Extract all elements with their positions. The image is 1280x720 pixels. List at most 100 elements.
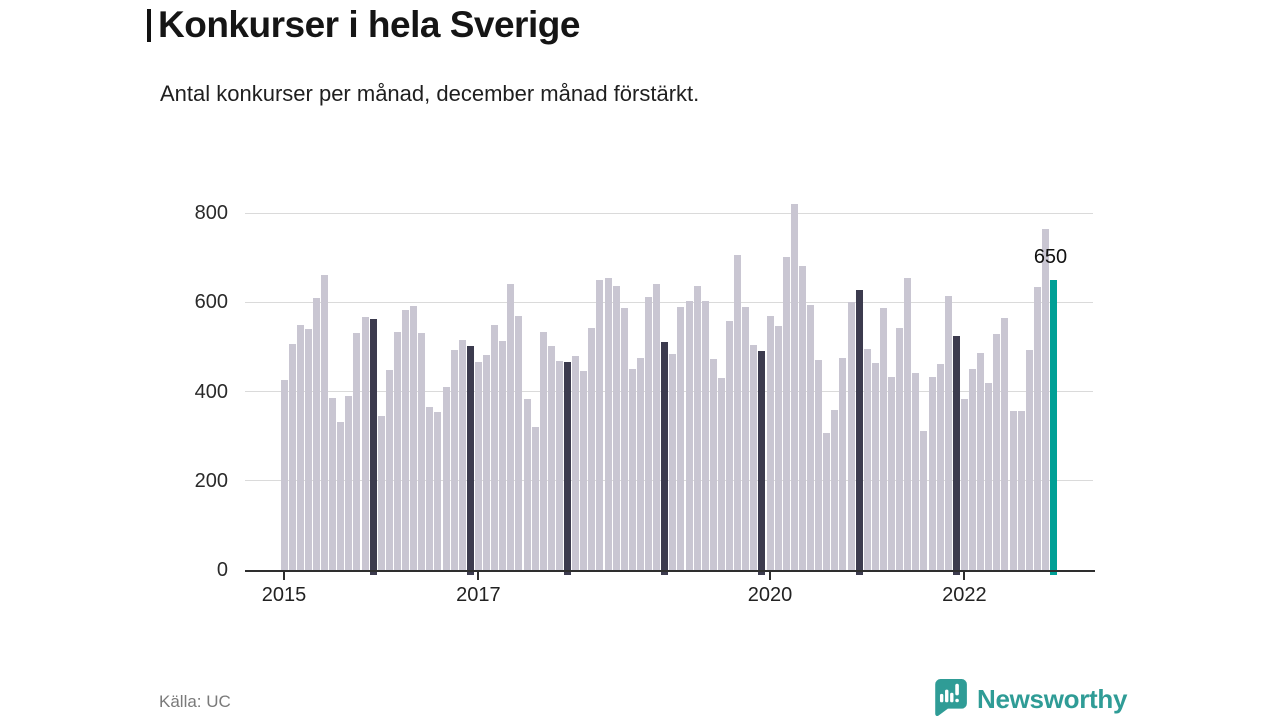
month-bar [807, 304, 814, 570]
month-bar [483, 354, 490, 570]
month-bar [628, 369, 636, 570]
month-bar [1017, 410, 1025, 570]
month-bar [847, 302, 855, 570]
month-bar [944, 296, 952, 570]
brand-name: Newsworthy [977, 684, 1128, 714]
x-axis-tick-label: 2017 [456, 584, 501, 606]
month-bar [523, 398, 531, 570]
x-axis-tick [963, 572, 966, 580]
month-bar [888, 377, 895, 570]
month-bar [345, 396, 353, 570]
x-axis-tick [283, 572, 285, 580]
month-bar [499, 340, 507, 570]
month-bar [491, 324, 499, 570]
brand-logo[interactable]: Newsworthy [932, 678, 1127, 720]
y-axis-tick-label: 400 [194, 380, 228, 403]
month-bar [750, 344, 758, 570]
month-bar [1009, 410, 1017, 570]
month-bar [296, 325, 304, 570]
month-bar [572, 355, 580, 570]
month-bar [896, 328, 904, 570]
month-bar [353, 333, 361, 570]
y-axis-tick-label: 0 [216, 559, 228, 581]
x-axis-tick [477, 572, 480, 580]
highlight-bar-dec-2022 [1050, 279, 1057, 575]
x-axis-line [245, 569, 1095, 572]
month-bar [555, 361, 563, 570]
december-bar [661, 341, 669, 575]
december-bar [564, 362, 571, 575]
month-bar [969, 368, 976, 570]
month-bar [580, 371, 588, 570]
december-bar [369, 319, 377, 575]
month-bar [426, 406, 434, 570]
month-bar [815, 359, 823, 570]
month-bar [547, 345, 555, 570]
gridline-600 [245, 301, 1093, 303]
month-bar [604, 278, 612, 570]
month-bar [977, 353, 985, 570]
month-bar [377, 415, 385, 570]
title-cursor [147, 9, 151, 42]
month-bar [709, 359, 717, 570]
month-bar [693, 285, 701, 570]
december-bar [855, 289, 863, 575]
month-bar [450, 349, 458, 570]
month-bar [936, 363, 944, 570]
month-bar [823, 433, 831, 570]
month-bar [669, 354, 677, 570]
month-bar [312, 297, 320, 570]
source-label: Källa: UC [159, 692, 231, 711]
december-bar [758, 351, 766, 575]
month-bar [839, 358, 847, 570]
month-bar [596, 280, 604, 570]
month-bar [280, 380, 288, 570]
y-axis-tick-label: 600 [194, 291, 228, 314]
month-bar [960, 399, 968, 570]
month-bar [920, 430, 928, 570]
month-bar [385, 370, 393, 570]
month-bar [1033, 286, 1041, 570]
month-bar [539, 332, 547, 570]
month-bar [912, 373, 920, 570]
month-bar [588, 328, 596, 570]
month-bar [636, 358, 644, 570]
month-bar [742, 307, 750, 570]
month-bar [653, 284, 661, 570]
month-bar [798, 265, 806, 570]
bar-chart-speech-bubble-icon [932, 678, 968, 720]
month-bar [337, 421, 345, 570]
month-bar [831, 409, 839, 570]
month-bar [304, 328, 312, 570]
month-bar [515, 315, 523, 570]
month-bar [782, 256, 790, 570]
month-bar [418, 333, 426, 570]
x-axis-tick-label: 2022 [942, 584, 987, 606]
month-bar [442, 386, 450, 570]
month-bar [361, 317, 369, 570]
x-axis-tick-label: 2020 [747, 584, 793, 606]
month-bar [329, 397, 337, 570]
month-bar [685, 300, 693, 570]
month-bar [928, 377, 936, 570]
month-bar [863, 349, 871, 570]
month-bar [321, 275, 328, 570]
month-bar [410, 305, 418, 570]
chart-title: Konkurser i hela Sverige [158, 4, 580, 45]
month-bar [1001, 318, 1009, 570]
x-axis-tick [769, 572, 771, 580]
month-bar [434, 412, 442, 570]
month-bar [474, 361, 482, 570]
highlight-value-label: 650 [1033, 246, 1068, 268]
month-bar [677, 306, 685, 570]
month-bar [288, 343, 296, 570]
chart-subtitle: Antal konkurser per månad, december måna… [160, 81, 700, 106]
month-bar [531, 427, 539, 570]
month-bar [507, 283, 515, 570]
y-axis-tick-label: 200 [194, 469, 228, 492]
gridline-800 [245, 212, 1093, 214]
gridline-200 [245, 480, 1093, 482]
month-bar [717, 378, 725, 570]
